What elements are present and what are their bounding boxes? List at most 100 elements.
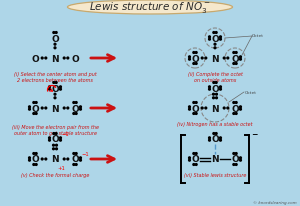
Circle shape [233, 102, 235, 104]
Circle shape [52, 145, 54, 146]
Circle shape [73, 102, 75, 104]
Circle shape [80, 157, 81, 159]
Text: (iii) Move the electron pair from the
outer atom to get stable structure: (iii) Move the electron pair from the ou… [11, 124, 98, 135]
Text: +1: +1 [57, 166, 65, 171]
Circle shape [220, 89, 221, 91]
Circle shape [28, 157, 30, 159]
Text: O: O [71, 54, 79, 63]
Circle shape [56, 148, 57, 150]
Circle shape [233, 113, 235, 115]
Circle shape [240, 109, 242, 111]
Circle shape [67, 58, 69, 60]
Text: (ii) Complete the octet
on outside atoms: (ii) Complete the octet on outside atoms [188, 72, 242, 82]
Circle shape [195, 102, 197, 104]
Circle shape [201, 108, 203, 109]
Circle shape [189, 157, 190, 159]
Circle shape [67, 108, 69, 109]
Text: O: O [51, 34, 59, 43]
Text: O: O [71, 104, 79, 113]
Circle shape [195, 153, 197, 155]
Circle shape [195, 164, 197, 166]
Circle shape [80, 159, 81, 161]
Text: O: O [31, 104, 39, 113]
Text: −: − [251, 130, 257, 139]
Circle shape [60, 137, 61, 139]
Text: O: O [191, 54, 199, 63]
Circle shape [45, 158, 47, 160]
Circle shape [60, 89, 61, 91]
Circle shape [189, 109, 190, 111]
Text: N: N [51, 54, 59, 63]
Circle shape [54, 48, 56, 49]
Circle shape [216, 94, 218, 96]
Circle shape [240, 157, 242, 159]
Circle shape [208, 137, 210, 139]
Circle shape [73, 153, 75, 155]
Circle shape [55, 82, 57, 84]
Circle shape [54, 97, 56, 99]
Circle shape [208, 39, 210, 41]
Circle shape [41, 158, 43, 160]
Circle shape [45, 58, 47, 60]
Circle shape [235, 164, 237, 166]
Text: N: N [211, 54, 219, 63]
Circle shape [75, 102, 77, 104]
Text: N: N [51, 155, 59, 164]
Circle shape [33, 113, 35, 115]
Text: O: O [211, 135, 219, 144]
Circle shape [53, 82, 55, 84]
Circle shape [240, 159, 242, 161]
Circle shape [235, 102, 237, 104]
Circle shape [35, 102, 37, 104]
Circle shape [193, 52, 195, 54]
Circle shape [235, 153, 237, 155]
Circle shape [49, 89, 50, 91]
Circle shape [235, 52, 237, 54]
Circle shape [213, 32, 215, 34]
Circle shape [189, 57, 190, 59]
Circle shape [60, 87, 61, 88]
Circle shape [75, 164, 77, 166]
Text: O: O [71, 155, 79, 164]
Circle shape [35, 113, 37, 115]
Circle shape [195, 63, 197, 65]
Circle shape [240, 57, 242, 59]
Circle shape [235, 63, 237, 65]
Circle shape [233, 164, 235, 166]
Ellipse shape [68, 1, 232, 15]
Circle shape [213, 94, 214, 96]
Circle shape [33, 153, 35, 155]
Text: (v) Check the formal charge: (v) Check the formal charge [21, 172, 89, 177]
Circle shape [220, 37, 221, 39]
Text: O: O [51, 135, 59, 144]
Text: O: O [191, 104, 199, 113]
Text: O: O [231, 155, 239, 164]
Circle shape [63, 158, 65, 160]
Circle shape [193, 153, 195, 155]
Circle shape [41, 108, 43, 109]
Circle shape [75, 153, 77, 155]
Circle shape [233, 153, 235, 155]
Circle shape [214, 44, 216, 46]
Text: O: O [31, 155, 39, 164]
Circle shape [54, 94, 56, 96]
Circle shape [53, 32, 55, 34]
Circle shape [227, 108, 229, 109]
Circle shape [41, 58, 43, 60]
Circle shape [49, 137, 50, 139]
Circle shape [33, 102, 35, 104]
Circle shape [193, 113, 195, 115]
Circle shape [193, 102, 195, 104]
Circle shape [240, 106, 242, 108]
Circle shape [28, 159, 30, 161]
Circle shape [52, 148, 54, 150]
Circle shape [208, 37, 210, 39]
Circle shape [55, 133, 57, 135]
Text: O: O [211, 34, 219, 43]
Circle shape [63, 108, 65, 109]
Circle shape [80, 106, 81, 108]
Text: N: N [51, 104, 59, 113]
Circle shape [214, 48, 216, 49]
Text: (i) Select the center atom and put
2 electrons between the atoms: (i) Select the center atom and put 2 ele… [14, 72, 96, 82]
Circle shape [193, 63, 195, 65]
